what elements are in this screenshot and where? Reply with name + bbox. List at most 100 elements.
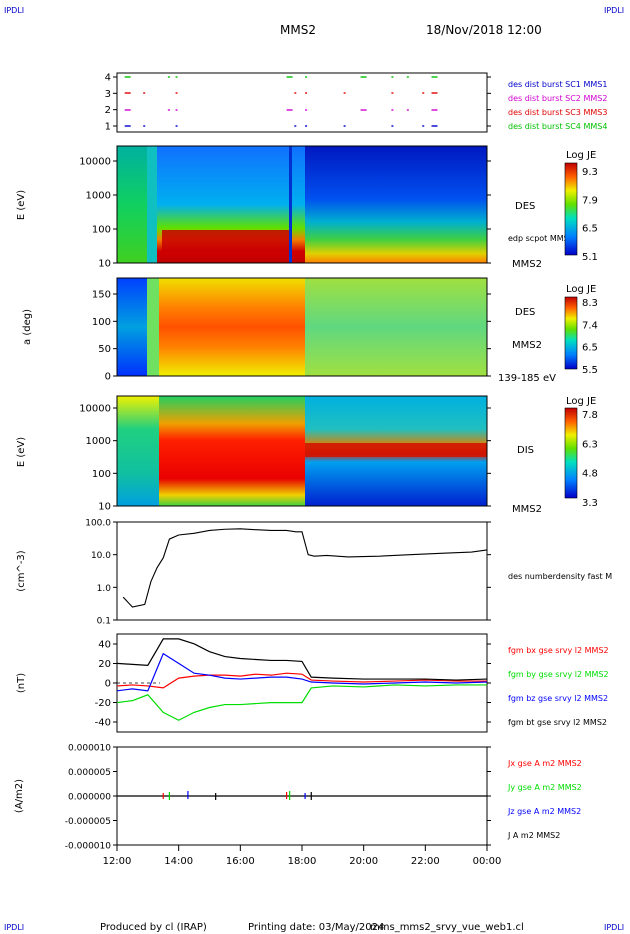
footer-printing: Printing date: 03/May/2024: [248, 922, 384, 933]
burst-ticks: 4 3 2 1: [105, 73, 491, 133]
corner-label-top-right: IPDLI: [604, 6, 624, 15]
current-plot: [117, 791, 487, 800]
dis-colorbar: Log JE 7.8 6.3 4.8 3.3: [564, 396, 598, 509]
colorbar-ticks: 9.3 7.9 6.5 5.1: [582, 167, 598, 263]
density-legend: des numberdensity fast M: [508, 572, 612, 581]
panel-current: (A/m2) 0.000010 0.000005 0.000000 -0.000005…: [14, 744, 582, 852]
pitch-frame: [116, 277, 488, 377]
y-tick-label: 50: [98, 344, 111, 355]
time-tick-label: 14:00: [164, 856, 193, 867]
y-tick-label: 0: [105, 679, 111, 690]
y-tick-label: 0.000005: [68, 768, 111, 778]
des-energy-colorbar: Log JE 9.3 7.9 6.5 5.1: [564, 150, 598, 263]
pitch-region-sheath: [159, 278, 305, 376]
pitch-region-transition: [147, 278, 159, 376]
pitch-ticks: 150 100 50 0: [92, 290, 491, 383]
current-ticks: 0.000010 0.000005 0.000000 -0.000005 -0.0000…: [65, 744, 491, 852]
panel-burst-frame: [116, 72, 488, 133]
density-ylabel: (cm^-3): [16, 550, 27, 591]
y-tick-label: -0.000005: [65, 817, 111, 827]
time-axis: 12:00 14:00 16:00 18:00 20:00 22:00 00:00: [103, 845, 501, 867]
current-legend: Jx gse A m2 MMS2 Jy gse A m2 MMS2 Jz gse A…: [507, 759, 582, 840]
y-tick-label: 1000: [86, 191, 111, 202]
colorbar-tick-label: 7.8: [582, 410, 598, 421]
colorbar-title: Log JE: [566, 284, 596, 295]
footer-file: mms_mms2_srvy_vue_web1.cl: [370, 922, 524, 933]
bfield-legend-item: fgm bz gse srvy l2 MMS2: [508, 694, 608, 703]
dis-ticks: 10000 1000 100 10: [79, 404, 491, 513]
density-ticks: 100.0 10.0 1.0 0.1: [85, 519, 491, 627]
datetime-title: 18/Nov/2018 12:00: [426, 23, 542, 37]
y-tick-label: 0: [105, 372, 111, 383]
dis-frame: [116, 395, 488, 507]
dis-region-early: [117, 396, 159, 506]
y-tick-label: 2: [105, 105, 111, 116]
colorbar-tick-label: 4.8: [582, 469, 598, 480]
y-tick-label: 10.0: [91, 551, 111, 561]
corner-label-top-left: IPDLI: [4, 6, 24, 15]
colorbar-title: Log JE: [566, 150, 596, 161]
bfield-line: [116, 672, 487, 689]
colorbar-tick-label: 3.3: [582, 498, 598, 509]
burst-legend-item: des dist burst SC3 MMS3: [508, 108, 607, 117]
bfield-legend-item: fgm bt gse srvy l2 MMS2: [508, 718, 607, 727]
dis-ion-band: [305, 443, 487, 457]
y-tick-label: -20: [95, 698, 111, 709]
y-tick-label: 10000: [79, 157, 111, 168]
panel-des-energy: E (eV) 10000 1000 100 10 DES edp scpot MMS2…: [16, 145, 598, 270]
y-tick-label: 1000: [86, 436, 111, 447]
y-tick-label: 10: [98, 502, 111, 513]
des-energy-overlay-label: edp scpot MMS2: [508, 234, 574, 243]
density-line: [122, 528, 488, 608]
corner-label-bottom-left: IPDLI: [4, 923, 24, 932]
y-tick-label: 0.1: [97, 617, 111, 627]
density-plot: [122, 528, 488, 608]
colorbar-bar: [564, 162, 578, 256]
colorbar-tick-label: 8.3: [582, 298, 598, 309]
colorbar-tick-label: 9.3: [582, 167, 598, 178]
bfield-legend: fgm bx gse srvy l2 MMS2 fgm by gse srvy l…: [508, 646, 609, 727]
y-tick-label: 40: [98, 640, 111, 651]
footer-produced: Produced by cl (IRAP): [100, 922, 207, 933]
pitch-label: DES: [515, 307, 535, 318]
current-ylabel: (A/m2): [14, 779, 25, 813]
corner-label-bottom-right: IPDLI: [604, 923, 624, 932]
y-tick-label: 150: [92, 290, 111, 301]
pitch-region-early: [117, 278, 147, 376]
time-tick-label: 16:00: [226, 856, 255, 867]
y-tick-label: 100: [92, 317, 111, 328]
y-tick-label: 1.0: [97, 584, 112, 594]
bfield-line: [116, 638, 488, 681]
des-energy-region-early: [117, 146, 147, 263]
y-tick-label: 4: [105, 73, 111, 84]
colorbar-tick-label: 6.5: [582, 343, 598, 354]
y-tick-label: 100.0: [85, 519, 111, 529]
des-energy-ticks: 10000 1000 100 10: [79, 157, 491, 270]
pitch-region-late: [305, 278, 487, 376]
panel-density: (cm^-3) 100.0 10.0 1.0 0.1 des numberdensit…: [16, 519, 612, 627]
bfield-ylabel: (nT): [16, 673, 27, 693]
des-energy-sc-label: MMS2: [512, 259, 542, 270]
mission-title: MMS2: [280, 23, 316, 37]
time-tick-label: 12:00: [103, 856, 132, 867]
dis-ylabel: E (eV): [16, 437, 27, 467]
burst-marks: [124, 76, 438, 127]
bfield-ticks: 40 20 0 -20 -40: [95, 640, 491, 729]
dis-sc-label: MMS2: [512, 504, 542, 515]
colorbar-tick-label: 6.5: [582, 224, 598, 235]
time-tick-label: 18:00: [288, 856, 317, 867]
pitch-colorbar: Log JE 8.3 7.4 6.5 5.5: [564, 284, 598, 376]
current-legend-item: Jx gse A m2 MMS2: [507, 759, 582, 768]
current-legend-item: Jy gse A m2 MMS2: [507, 783, 582, 792]
colorbar-bar: [564, 296, 578, 370]
y-tick-label: 1: [105, 122, 111, 133]
burst-legend-item: des dist burst SC4 MMS4: [508, 122, 607, 131]
des-energy-label: DES: [515, 201, 535, 212]
colorbar-title: Log JE: [566, 396, 596, 407]
burst-legend: des dist burst SC1 MMS1 des dist burst SC…: [508, 80, 607, 131]
colorbar-bar: [564, 407, 578, 499]
bfield-legend-item: fgm bx gse srvy l2 MMS2: [508, 646, 609, 655]
des-energy-hot-band: [162, 230, 292, 252]
